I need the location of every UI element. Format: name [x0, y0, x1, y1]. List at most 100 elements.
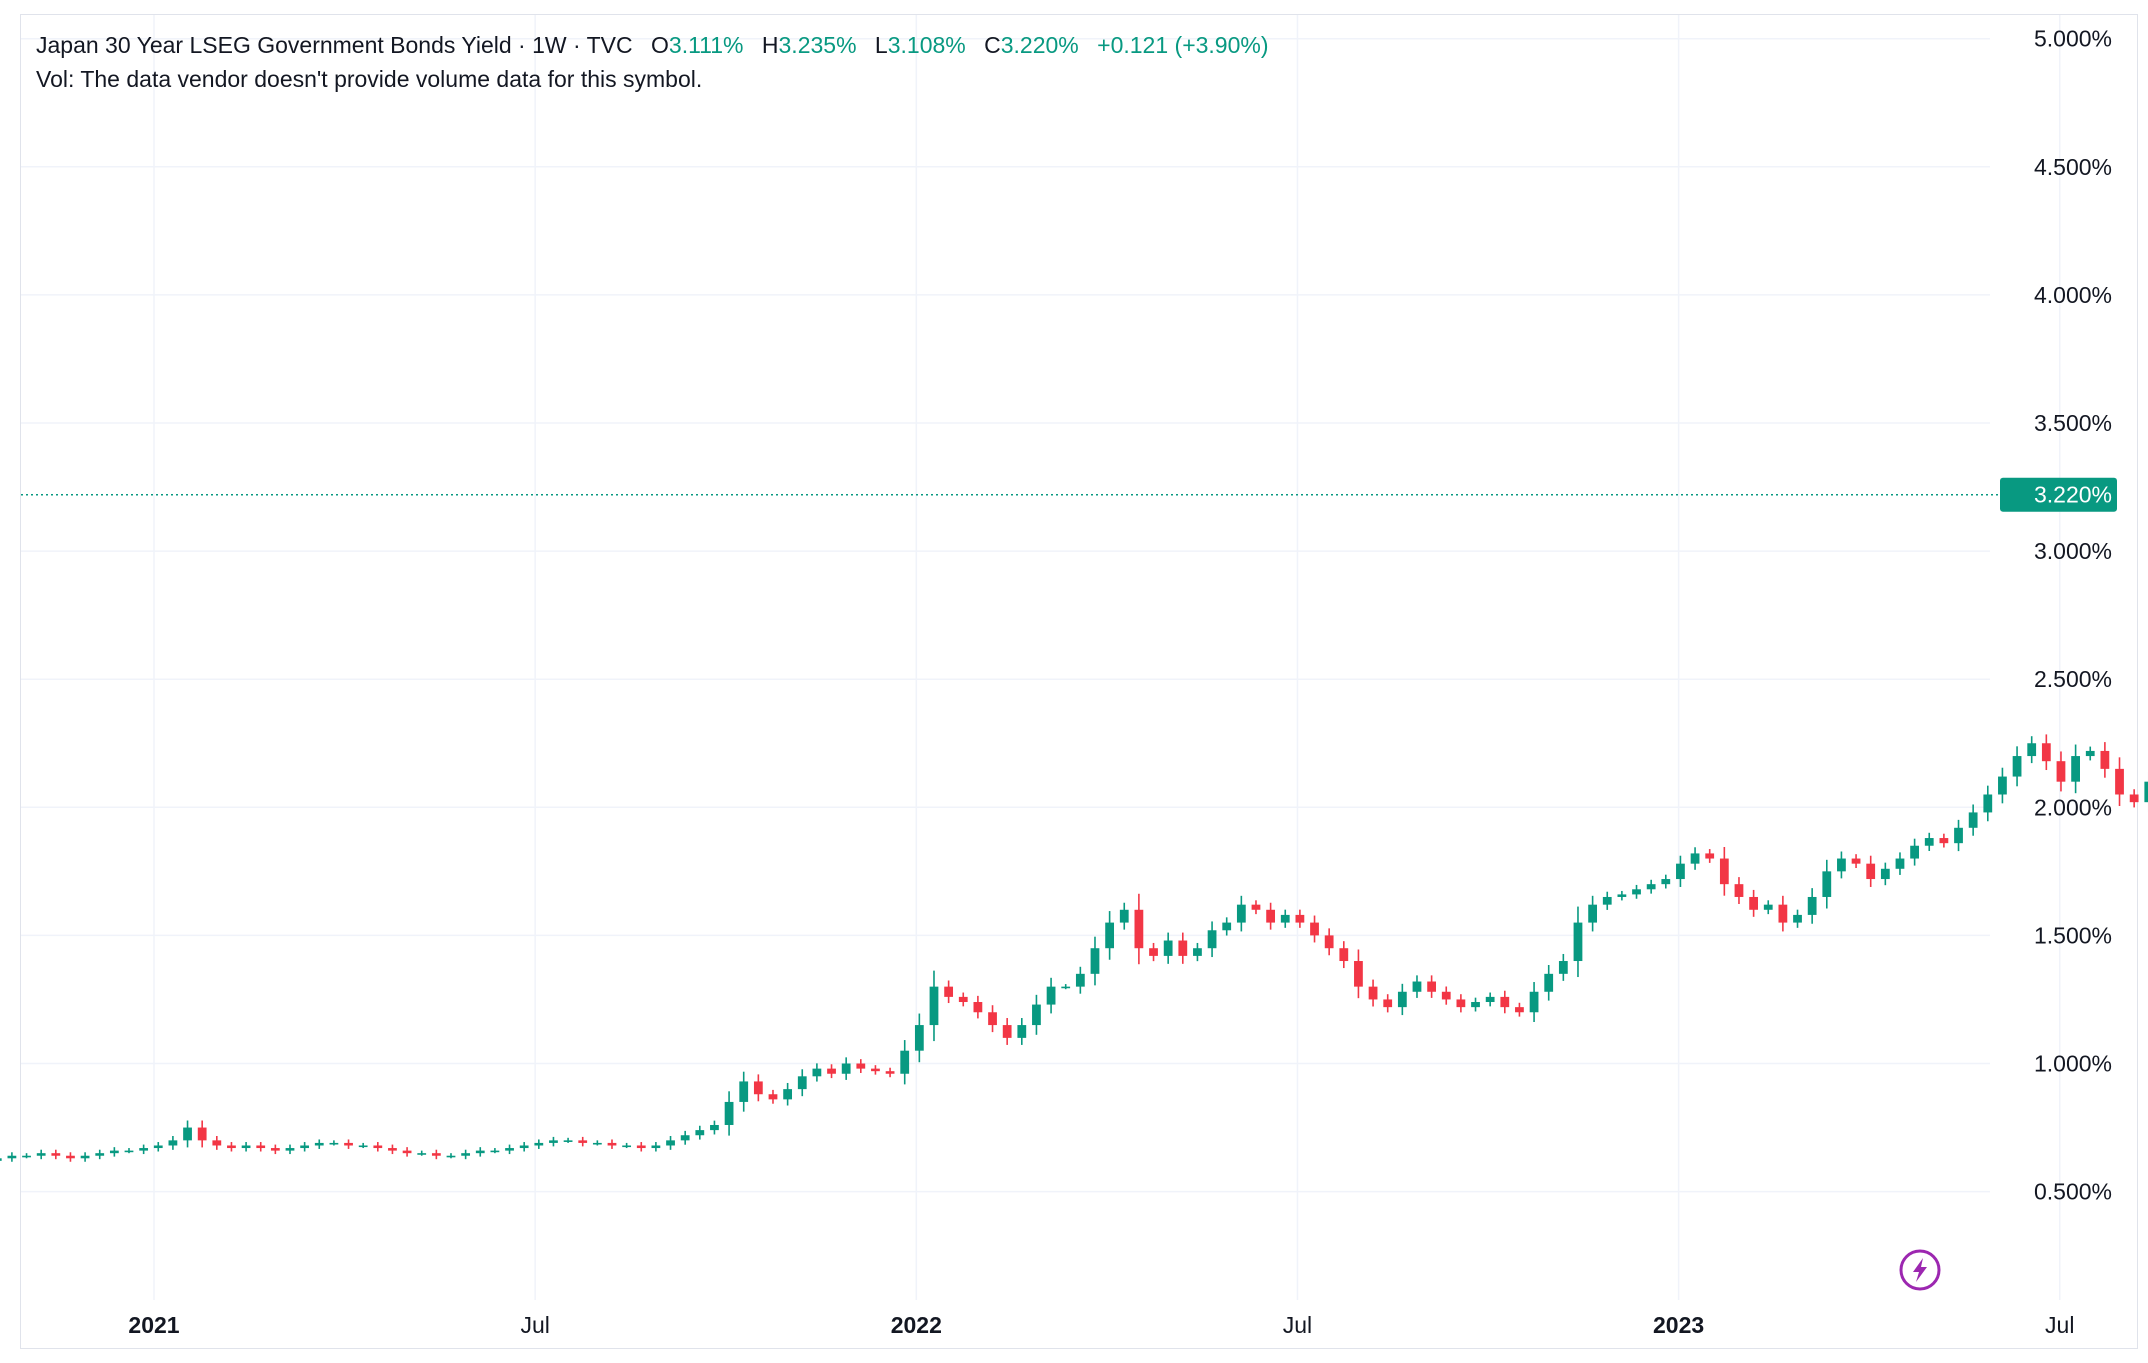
candle-body: [1807, 896, 1817, 915]
candle-down: [753, 1074, 763, 1102]
candle-up: [563, 1137, 573, 1143]
symbol-title[interactable]: Japan 30 Year LSEG Government Bonds Yiel…: [36, 32, 633, 58]
candle-body: [885, 1071, 895, 1074]
time-axis[interactable]: 2021Jul2022Jul2023Jul2024Jul2025Jul: [128, 1312, 2148, 1338]
candle-up: [109, 1147, 119, 1157]
candle-down: [1134, 893, 1144, 965]
candle-body: [66, 1155, 75, 1159]
candle-body: [1880, 868, 1890, 880]
candle-down: [768, 1089, 778, 1104]
candle-down: [1705, 849, 1715, 863]
candle-up: [1763, 900, 1773, 915]
lightning-bolt-icon[interactable]: [1899, 1249, 1941, 1291]
price-tick-label: 2.000%: [2034, 794, 2112, 820]
candle-body: [1295, 914, 1305, 923]
candle-up: [1207, 921, 1217, 958]
candle-body: [1456, 999, 1466, 1008]
candle-body: [1090, 948, 1100, 974]
candle-body: [2027, 743, 2037, 757]
candle-body: [607, 1142, 617, 1146]
time-tick-label: 2021: [128, 1312, 179, 1338]
price-tick-label: 3.000%: [2034, 538, 2112, 564]
last-price-tag-text: 3.220%: [2034, 482, 2112, 508]
candle-body: [519, 1145, 529, 1149]
candle-up: [1968, 804, 1978, 836]
candle-body: [285, 1148, 295, 1151]
candle-up: [1676, 855, 1685, 887]
price-axis[interactable]: 0.500% 1.000% 1.500% 2.000% 2.500% 3.000% 3.50…: [2034, 26, 2112, 1205]
candle-body: [1705, 853, 1715, 859]
candle-body: [783, 1089, 793, 1100]
candle-body: [636, 1145, 646, 1149]
candle-body: [22, 1155, 31, 1158]
candle-body: [739, 1081, 749, 1102]
candle-body: [197, 1127, 207, 1141]
candle-body: [1749, 896, 1759, 910]
candle-up: [680, 1130, 690, 1145]
last-price-tag-bg: [2000, 477, 2117, 512]
candle-body: [300, 1145, 310, 1149]
candle-up: [329, 1140, 339, 1146]
candle-body: [1661, 879, 1671, 885]
candle-up: [2012, 746, 2022, 787]
candle-down: [1500, 990, 1510, 1014]
candle-down: [1178, 932, 1188, 964]
candle-body: [124, 1150, 134, 1153]
last-price-tag: 3.220%: [2000, 477, 2117, 512]
candle-body: [1002, 1025, 1012, 1038]
candle-body: [2144, 781, 2148, 803]
candle-down: [1749, 889, 1759, 917]
candle-down: [402, 1147, 412, 1157]
candle-body: [1778, 904, 1788, 923]
candle-up: [651, 1142, 661, 1152]
time-tick-label: 2023: [1653, 1312, 1704, 1338]
candle-down: [373, 1142, 383, 1152]
candle-body: [2071, 756, 2080, 782]
candle-body: [1075, 973, 1085, 987]
candle-down: [51, 1149, 61, 1160]
candle-up: [36, 1149, 46, 1160]
candle-body: [592, 1142, 602, 1145]
candle-down: [1368, 979, 1378, 1007]
candle-body: [256, 1145, 266, 1149]
candle-body: [1998, 776, 2007, 795]
candle-body: [95, 1153, 105, 1156]
candle-up: [783, 1082, 793, 1106]
candle-down: [1354, 949, 1363, 999]
candle-body: [753, 1081, 763, 1095]
candle-body: [622, 1145, 632, 1148]
candle-up: [724, 1091, 734, 1136]
candle-body: [168, 1140, 178, 1146]
low-value: 3.108%: [887, 32, 966, 58]
candle-body: [1119, 909, 1129, 923]
candle-body: [1910, 845, 1919, 859]
candle-body: [856, 1063, 866, 1069]
candle-body: [1676, 863, 1685, 880]
candle-up: [1485, 992, 1495, 1007]
candle-up: [168, 1136, 178, 1150]
candle-body: [563, 1140, 573, 1142]
candle-body: [80, 1155, 90, 1159]
candle-body: [827, 1068, 836, 1074]
candle-body: [1046, 986, 1056, 1005]
candle-up: [695, 1125, 705, 1140]
candle-up: [1690, 847, 1700, 870]
candle-body: [431, 1153, 441, 1156]
candle-body: [7, 1155, 17, 1159]
candle-up: [592, 1140, 602, 1146]
candle-up: [417, 1150, 427, 1156]
candle-body: [1207, 930, 1217, 949]
candle-body: [1441, 991, 1451, 1000]
candle-body: [1383, 999, 1393, 1008]
candle-body: [139, 1148, 149, 1151]
candle-up: [358, 1142, 368, 1149]
time-tick-label: Jul: [520, 1312, 549, 1338]
candle-up: [900, 1040, 910, 1085]
candle-body: [1734, 884, 1744, 897]
candle-down: [2129, 789, 2139, 808]
candle-body: [2056, 761, 2066, 782]
candle-up: [7, 1152, 17, 1162]
candle-up: [1529, 982, 1539, 1022]
candle-down: [1383, 994, 1393, 1013]
